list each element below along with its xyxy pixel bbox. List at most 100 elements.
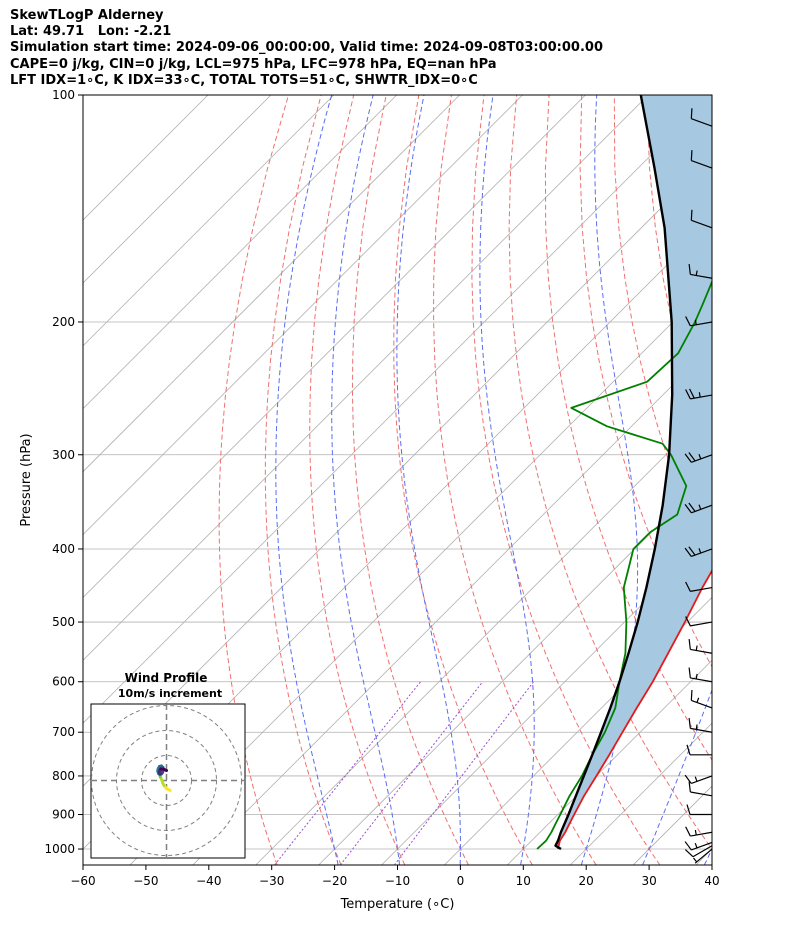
x-tick-label: 30: [641, 874, 656, 888]
wind-barb-flag: [685, 316, 691, 327]
temperature-line: [557, 569, 712, 850]
isotherm: [569, 722, 712, 865]
wind-barb: [693, 848, 713, 864]
wind-barb-flag: [688, 502, 696, 512]
wind-barb-flag: [685, 389, 691, 400]
wind-barb-staff: [690, 791, 713, 797]
wind-barb: [684, 502, 713, 514]
moist-adiabat: [396, 95, 461, 865]
wind-barb: [690, 108, 713, 127]
moist-adiabat: [275, 95, 339, 865]
wind-barb-staff: [690, 648, 713, 654]
hodograph-title: Wind Profile: [125, 671, 208, 685]
wind-barb-half: [694, 776, 698, 782]
wind-barb: [688, 717, 713, 733]
wind-barb: [685, 581, 713, 592]
wind-barb-half: [694, 319, 697, 325]
wind-barb-flag: [684, 849, 694, 858]
y-axis-label: Pressure (hPa): [19, 433, 34, 526]
hodograph-subtitle: 10m/s increment: [118, 687, 222, 700]
wind-barb-half: [694, 829, 697, 836]
header-times: Simulation start time: 2024-09-06_00:00:…: [10, 40, 603, 56]
moist-adiabat: [331, 95, 400, 865]
wind-barb: [684, 452, 713, 463]
wind-barb: [685, 388, 713, 400]
wind-barb-flag: [684, 774, 692, 784]
wind-barb-flag: [690, 209, 693, 221]
wind-barb-flag: [688, 781, 691, 793]
hodograph-segment: [161, 767, 168, 772]
wind-barb: [688, 263, 713, 279]
dry-adiabat: [471, 95, 661, 865]
moist-adiabat: [703, 847, 712, 865]
axes: −60 −50 −40 −30 −20 −10 0 10 20 30 40 100 200 300 400 5…: [44, 88, 719, 888]
x-tick-label: −10: [385, 874, 410, 888]
wind-barb: [685, 316, 713, 327]
wind-barb: [688, 638, 713, 654]
x-tick-label: −30: [259, 874, 284, 888]
wind-barb: [690, 689, 713, 709]
x-tick-label: −40: [196, 874, 221, 888]
wind-barb-staff: [691, 159, 713, 169]
wind-barb-staff: [690, 321, 713, 327]
wind-barb-staff: [694, 848, 713, 864]
wind-barb: [685, 616, 713, 627]
wind-barb-flag: [688, 452, 696, 462]
wind-barb: [688, 781, 713, 797]
dry-adiabat: [351, 95, 469, 865]
wind-barb-staff: [691, 775, 713, 785]
isotherm: [83, 95, 398, 410]
isotherm: [381, 533, 712, 865]
wind-barb-flag: [688, 717, 691, 729]
isotherm: [83, 95, 586, 598]
hodograph-content: [91, 704, 245, 858]
wind-barb: [686, 744, 712, 756]
isotherm: [507, 659, 712, 865]
wind-barb: [690, 209, 713, 229]
wind-barb-flag: [688, 667, 691, 678]
wind-barb-half: [693, 857, 698, 863]
wind-barb-staff: [692, 845, 713, 858]
wind-barb-flag: [690, 108, 693, 119]
wind-barb: [684, 774, 713, 785]
dry-adiabat: [218, 95, 289, 865]
wind-barb-flag: [688, 546, 696, 556]
wind-barb: [684, 841, 713, 851]
wind-barb-flag: [684, 547, 692, 557]
dry-adiabat: [264, 95, 342, 865]
dry-adiabat: [579, 95, 712, 668]
wind-barb-half: [695, 645, 698, 651]
y-tick-label: 300: [52, 448, 75, 462]
isotherm: [83, 95, 649, 661]
wind-barb-staff: [690, 727, 713, 733]
isotherm: [759, 95, 794, 865]
moist-adiabat: [767, 95, 794, 865]
y-tick-label: 400: [52, 542, 75, 556]
chart-header: SkewTLogP Alderney Lat: 49.71 Lon: -2.21…: [10, 8, 603, 89]
header-cape-info: CAPE=0 j/kg, CIN=0 j/kg, LCL=975 hPa, LF…: [10, 56, 497, 72]
y-tick-label: 800: [52, 769, 75, 783]
dry-adiabat: [309, 95, 406, 865]
wind-barb-flag: [684, 453, 692, 463]
x-tick-label: −60: [70, 874, 95, 888]
x-tick-label: 40: [704, 874, 719, 888]
isotherm: [129, 282, 712, 865]
wind-barb-half: [695, 673, 698, 680]
mixing-ratio-line: [393, 681, 534, 865]
dry-adiabat: [777, 95, 794, 865]
isotherm: [83, 95, 712, 724]
wind-barb-flag: [688, 638, 691, 650]
wind-barb-staff: [691, 841, 713, 851]
y-tick-label: 100: [52, 88, 75, 102]
wind-barb-half: [698, 504, 702, 510]
wind-barb-staff: [691, 118, 713, 127]
wind-barb-staff: [690, 621, 713, 627]
x-axis-label: Temperature (∘C): [340, 897, 455, 912]
wind-barb-flag: [690, 150, 693, 161]
x-tick-label: 10: [516, 874, 531, 888]
wind-barb-flag: [686, 744, 691, 755]
dry-adiabat: [711, 95, 712, 101]
wind-barb-staff: [690, 273, 713, 279]
x-tick-label: −20: [322, 874, 347, 888]
